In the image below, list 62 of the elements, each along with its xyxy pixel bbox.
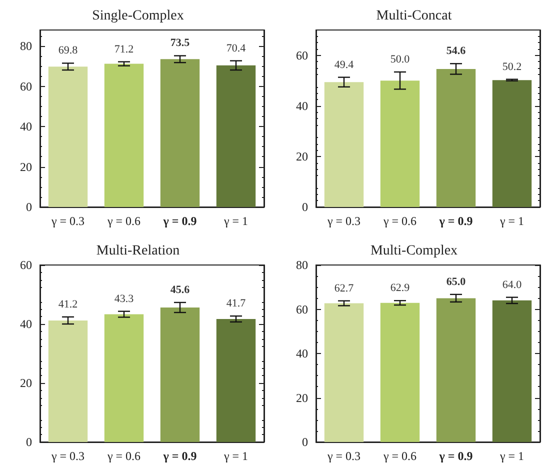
x-tick-label: γ = 1 (498, 449, 524, 463)
bar (48, 66, 88, 207)
chart-title: Multi-Relation (96, 244, 180, 258)
bar (104, 64, 144, 207)
x-tick-label: γ = 0.6 (382, 214, 417, 228)
data-label: 62.7 (334, 282, 354, 294)
y-tick-label: 0 (302, 435, 308, 449)
y-tick-label: 0 (26, 435, 32, 449)
chart-title: Multi-Complex (370, 244, 458, 258)
y-tick-label: 60 (296, 48, 308, 62)
x-tick-label: γ = 1 (222, 449, 248, 463)
x-tick-label: γ = 0.6 (382, 449, 417, 463)
y-tick-label: 80 (20, 39, 32, 54)
y-tick-label: 0 (26, 200, 32, 214)
chart-title: Single-Complex (92, 8, 184, 24)
data-label: 54.6 (446, 45, 466, 58)
data-label: 65.0 (446, 276, 466, 288)
y-tick-label: 0 (302, 200, 308, 214)
y-tick-label: 20 (296, 149, 308, 164)
x-tick-label: γ = 0.3 (326, 214, 361, 228)
data-label: 45.6 (170, 284, 190, 296)
x-tick-label: γ = 0.3 (326, 449, 361, 463)
bar (160, 59, 200, 207)
x-tick-label: γ = 0.9 (438, 449, 473, 463)
bar (160, 307, 200, 442)
bar (104, 314, 144, 442)
x-tick-label: γ = 0.9 (162, 214, 197, 228)
y-tick-label: 60 (20, 258, 32, 272)
data-label: 41.7 (226, 298, 246, 310)
y-tick-label: 40 (20, 120, 32, 134)
data-label: 50.0 (390, 53, 410, 66)
data-label: 64.0 (502, 278, 522, 291)
x-tick-label: γ = 0.3 (50, 214, 85, 228)
y-tick-label: 20 (20, 160, 32, 174)
y-tick-label: 40 (296, 98, 308, 113)
y-tick-label: 40 (20, 317, 32, 331)
bar (216, 318, 256, 442)
data-label: 62.9 (390, 282, 410, 294)
x-tick-label: γ = 0.9 (438, 214, 473, 228)
y-tick-label: 80 (296, 258, 308, 272)
data-label: 73.5 (170, 37, 190, 50)
x-tick-label: γ = 1 (498, 214, 524, 228)
x-tick-label: γ = 0.3 (50, 449, 85, 463)
y-tick-label: 60 (20, 79, 32, 94)
y-tick-label: 60 (296, 302, 308, 316)
data-label: 43.3 (114, 292, 134, 305)
data-label: 49.4 (334, 58, 354, 71)
data-label: 70.4 (226, 42, 246, 54)
bar (48, 320, 88, 442)
y-tick-label: 20 (296, 390, 308, 405)
x-tick-label: γ = 1 (222, 214, 248, 228)
x-tick-label: γ = 0.6 (106, 214, 141, 228)
chart-title: Multi-Concat (376, 8, 452, 24)
x-tick-label: γ = 0.9 (162, 449, 197, 463)
y-tick-label: 20 (20, 376, 32, 390)
x-tick-label: γ = 0.6 (106, 449, 141, 463)
data-label: 50.2 (502, 60, 522, 73)
data-label: 71.2 (114, 43, 134, 56)
data-label: 69.8 (58, 44, 78, 57)
bar (216, 65, 256, 207)
y-tick-label: 40 (296, 346, 308, 360)
data-label: 41.2 (58, 298, 78, 310)
